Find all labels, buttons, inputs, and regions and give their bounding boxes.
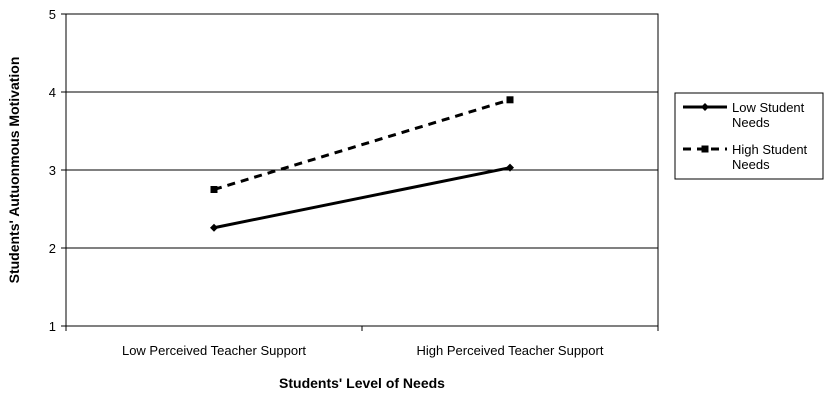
y-axis-title: Students' Autuonmous Motivation xyxy=(6,57,22,284)
y-tick-label: 2 xyxy=(49,241,56,256)
legend-item: Low Student Needs xyxy=(683,100,805,130)
x-tick-label: High Perceived Teacher Support xyxy=(417,343,604,358)
series-2 xyxy=(210,96,514,193)
data-point xyxy=(506,163,514,172)
x-axis: Low Perceived Teacher Support High Percei… xyxy=(65,326,659,358)
y-tick-label: 5 xyxy=(49,7,56,22)
x-axis-title: Students' Level of Needs xyxy=(279,375,445,391)
gridlines xyxy=(66,91,658,249)
legend-item: High Student Needs xyxy=(683,142,808,172)
y-axis: 1 2 3 4 5 xyxy=(49,7,66,334)
data-point xyxy=(210,223,218,232)
y-tick-label: 3 xyxy=(49,163,56,178)
series-line xyxy=(213,98,511,191)
legend-marker xyxy=(701,103,709,111)
data-point xyxy=(210,186,218,193)
legend-marker xyxy=(701,145,709,153)
y-tick-label: 4 xyxy=(49,85,56,100)
series-1 xyxy=(210,163,514,232)
x-tick-label: Low Perceived Teacher Support xyxy=(122,343,306,358)
y-tick-label: 1 xyxy=(49,319,56,334)
series-layer xyxy=(210,96,514,232)
legend-label: Low Student Needs xyxy=(732,100,805,130)
legend: Low Student Needs High Student Needs xyxy=(674,92,824,180)
data-point xyxy=(506,96,514,104)
series-line xyxy=(213,166,511,230)
legend-label: High Student Needs xyxy=(732,142,808,172)
